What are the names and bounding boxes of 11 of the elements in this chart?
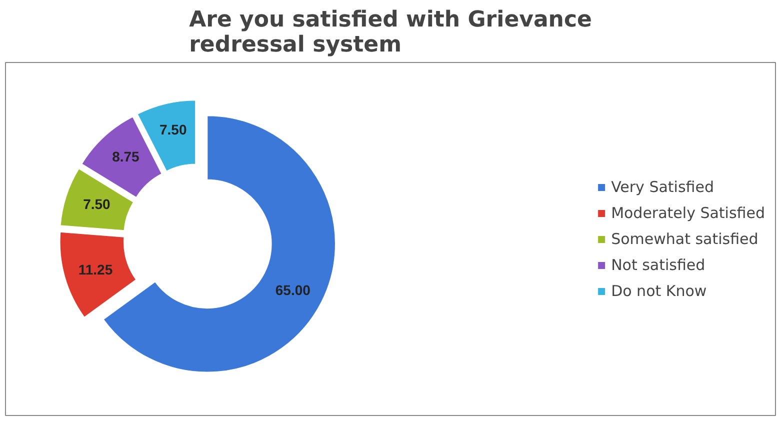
legend-label: Moderately Satisfied — [611, 204, 765, 222]
data-label: 11.25 — [78, 262, 113, 278]
legend-label: Somewhat satisfied — [611, 230, 758, 248]
data-label: 7.50 — [83, 196, 111, 212]
data-label: 65.00 — [275, 282, 311, 298]
chart-title: Are you satisfied with Grievance redressal system — [189, 8, 592, 58]
legend-label: Very Satisfied — [611, 178, 714, 196]
legend-label: Not satisfied — [611, 256, 706, 274]
data-label: 8.75 — [112, 148, 140, 164]
legend-label: Do not Know — [611, 282, 707, 300]
data-label: 7.50 — [160, 121, 187, 138]
